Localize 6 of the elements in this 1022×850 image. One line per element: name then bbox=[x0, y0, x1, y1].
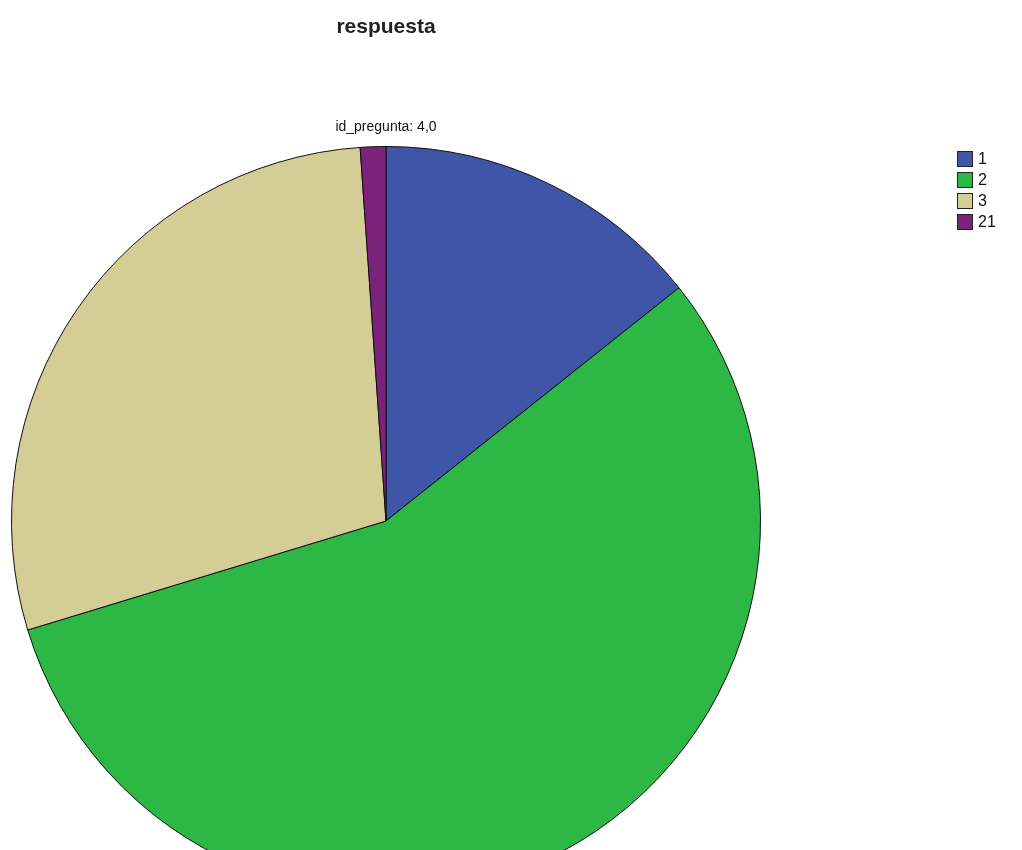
legend-label: 2 bbox=[978, 170, 987, 189]
legend-label: 21 bbox=[978, 212, 996, 231]
legend-label: 1 bbox=[978, 149, 987, 168]
text: id_pregunta: 4,0 bbox=[334, 118, 438, 134]
legend-label: 3 bbox=[978, 191, 987, 210]
chart-title: respuesta bbox=[335, 14, 437, 38]
